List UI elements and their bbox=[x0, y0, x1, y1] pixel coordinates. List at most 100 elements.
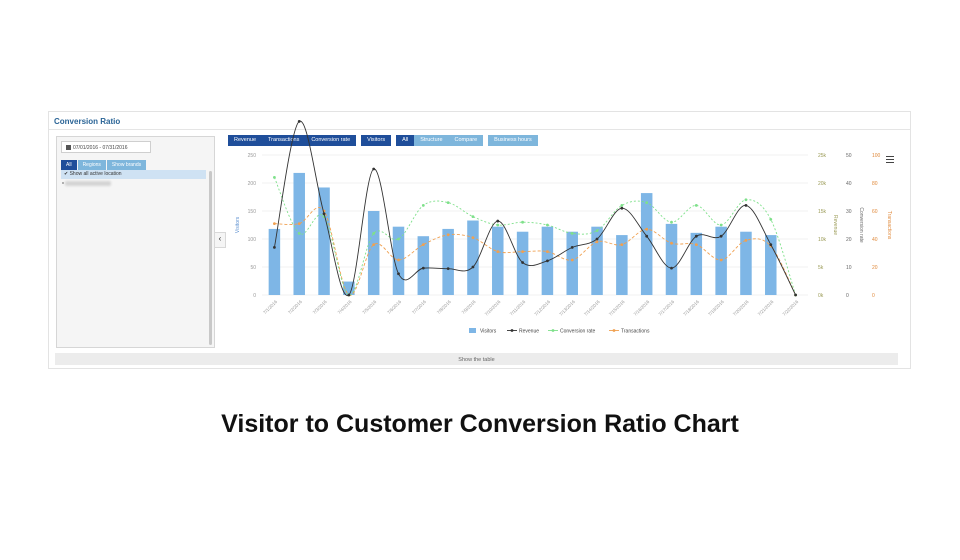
legend-label: Conversion rate bbox=[560, 329, 596, 335]
revenue-point bbox=[273, 246, 276, 249]
visitors-bar bbox=[640, 193, 653, 295]
conversion-tick-label: 50 bbox=[846, 153, 852, 159]
date-range-picker[interactable]: 07/01/2016 - 07/31/2016 bbox=[61, 141, 151, 153]
transactions-point bbox=[744, 239, 748, 242]
conversion-rate-point bbox=[620, 204, 624, 207]
x-tick-label: 7/19/2016 bbox=[707, 299, 725, 317]
location-filter-panel: 07/01/2016 - 07/31/2016 All Regions Show… bbox=[56, 136, 215, 348]
bullet-icon bbox=[62, 182, 64, 184]
location-list-item[interactable]: ✔ Show all active location bbox=[61, 170, 206, 179]
conversion-rate-point bbox=[496, 223, 500, 227]
conversion-rate-point bbox=[471, 215, 475, 219]
tab-structure[interactable]: Structure bbox=[414, 135, 449, 146]
x-tick-label: 7/18/2016 bbox=[682, 299, 700, 317]
transactions-point bbox=[670, 241, 673, 245]
transactions-point bbox=[397, 258, 400, 262]
left-tick-label: 100 bbox=[248, 237, 257, 243]
conversion-rate-line bbox=[273, 177, 797, 296]
conversion-rate-point bbox=[372, 232, 376, 235]
revenue-point bbox=[769, 243, 773, 247]
revenue-point bbox=[794, 293, 797, 297]
revenue-point bbox=[347, 293, 351, 297]
visitors-bar bbox=[492, 226, 504, 295]
panel-scrollbar[interactable] bbox=[209, 171, 212, 345]
legend-marker bbox=[510, 329, 514, 332]
tab-visitors[interactable]: Visitors bbox=[361, 135, 392, 146]
conversion-tick-label: 10 bbox=[846, 265, 852, 271]
revenue-tick-label: 15k bbox=[818, 209, 827, 215]
conversion-rate-point bbox=[670, 220, 673, 224]
transactions-point bbox=[546, 250, 549, 254]
business-hours-button[interactable]: Business hours bbox=[488, 135, 538, 146]
tab-all-locations[interactable]: All bbox=[61, 160, 77, 170]
x-tick-label: 7/4/2016 bbox=[337, 299, 353, 315]
visitors-bar bbox=[740, 231, 752, 295]
blurred-location-name bbox=[65, 181, 111, 186]
left-tick-label: 150 bbox=[248, 209, 257, 215]
x-tick-label: 7/8/2016 bbox=[436, 299, 452, 315]
legend-marker bbox=[612, 329, 616, 332]
transactions-axis-title: Transactions bbox=[886, 211, 892, 240]
revenue-point bbox=[744, 204, 748, 207]
revenue-point bbox=[521, 261, 524, 264]
show-table-button[interactable]: Show the table bbox=[55, 353, 898, 365]
visitors-bar bbox=[343, 281, 355, 295]
transactions-point bbox=[372, 243, 376, 247]
x-tick-label: 7/6/2016 bbox=[386, 299, 402, 315]
tab-revenue[interactable]: Revenue bbox=[228, 135, 263, 146]
calendar-icon bbox=[66, 145, 71, 150]
slide-caption: Visitor to Customer Conversion Ratio Cha… bbox=[221, 410, 739, 438]
tab-transactions[interactable]: Transactions bbox=[262, 135, 306, 146]
tab-all-views[interactable]: All bbox=[396, 135, 415, 146]
revenue-axis-title: Revenue bbox=[832, 215, 838, 235]
tab-compare[interactable]: Compare bbox=[448, 135, 484, 146]
conversion-rate-point bbox=[297, 232, 301, 235]
conversion-tick-label: 30 bbox=[846, 209, 852, 215]
date-range-text: 07/01/2016 - 07/31/2016 bbox=[73, 145, 128, 151]
revenue-point bbox=[496, 219, 500, 223]
check-icon: ✔ bbox=[64, 171, 69, 177]
legend-swatch bbox=[469, 328, 476, 333]
visitors-bar bbox=[690, 232, 703, 295]
x-tick-label: 7/3/2016 bbox=[312, 299, 328, 315]
hamburger-menu-icon[interactable] bbox=[886, 156, 894, 164]
transactions-point bbox=[273, 222, 276, 226]
visitors-bar bbox=[616, 235, 628, 295]
conversion-tick-label: 20 bbox=[846, 237, 852, 243]
legend-marker bbox=[551, 329, 555, 332]
tab-regions[interactable]: Regions bbox=[77, 160, 106, 170]
conversion-rate-point bbox=[446, 201, 450, 205]
transactions-point bbox=[421, 243, 425, 247]
left-tick-label: 50 bbox=[250, 265, 256, 271]
legend-label: Revenue bbox=[519, 329, 539, 335]
revenue-point bbox=[719, 234, 723, 238]
left-tick-label: 200 bbox=[248, 181, 257, 187]
location-item-label: Show all active location bbox=[69, 171, 122, 177]
transactions-tick-label: 80 bbox=[872, 181, 878, 187]
revenue-point bbox=[546, 259, 549, 263]
revenue-tick-label: 10k bbox=[818, 237, 827, 243]
conversion-tick-label: 0 bbox=[846, 293, 849, 299]
x-tick-label: 7/12/2016 bbox=[533, 299, 551, 317]
widget-title: Conversion Ratio bbox=[54, 117, 121, 126]
revenue-point bbox=[446, 267, 450, 271]
x-tick-label: 7/20/2016 bbox=[732, 299, 750, 317]
visitors-bar bbox=[417, 236, 430, 295]
conversion-rate-point bbox=[595, 229, 599, 233]
revenue-line bbox=[273, 120, 796, 296]
transactions-point bbox=[595, 240, 599, 244]
tab-conversion-rate[interactable]: Conversion rate bbox=[305, 135, 357, 146]
conversion-rate-point bbox=[694, 204, 698, 207]
revenue-tick-label: 25k bbox=[818, 153, 827, 159]
transactions-tick-label: 40 bbox=[872, 237, 878, 243]
conversion-axis-title: Conversion rate bbox=[858, 207, 864, 243]
revenue-point bbox=[322, 212, 326, 216]
conversion-rate-point bbox=[421, 204, 425, 207]
collapse-panel-button[interactable]: ‹ bbox=[214, 232, 226, 248]
tab-show-brands[interactable]: Show brands bbox=[106, 160, 147, 170]
transactions-point bbox=[620, 243, 624, 247]
transactions-point bbox=[446, 233, 450, 237]
x-tick-label: 7/1/2016 bbox=[262, 299, 278, 315]
conversion-rate-point bbox=[546, 223, 549, 227]
x-tick-label: 7/15/2016 bbox=[608, 299, 626, 317]
